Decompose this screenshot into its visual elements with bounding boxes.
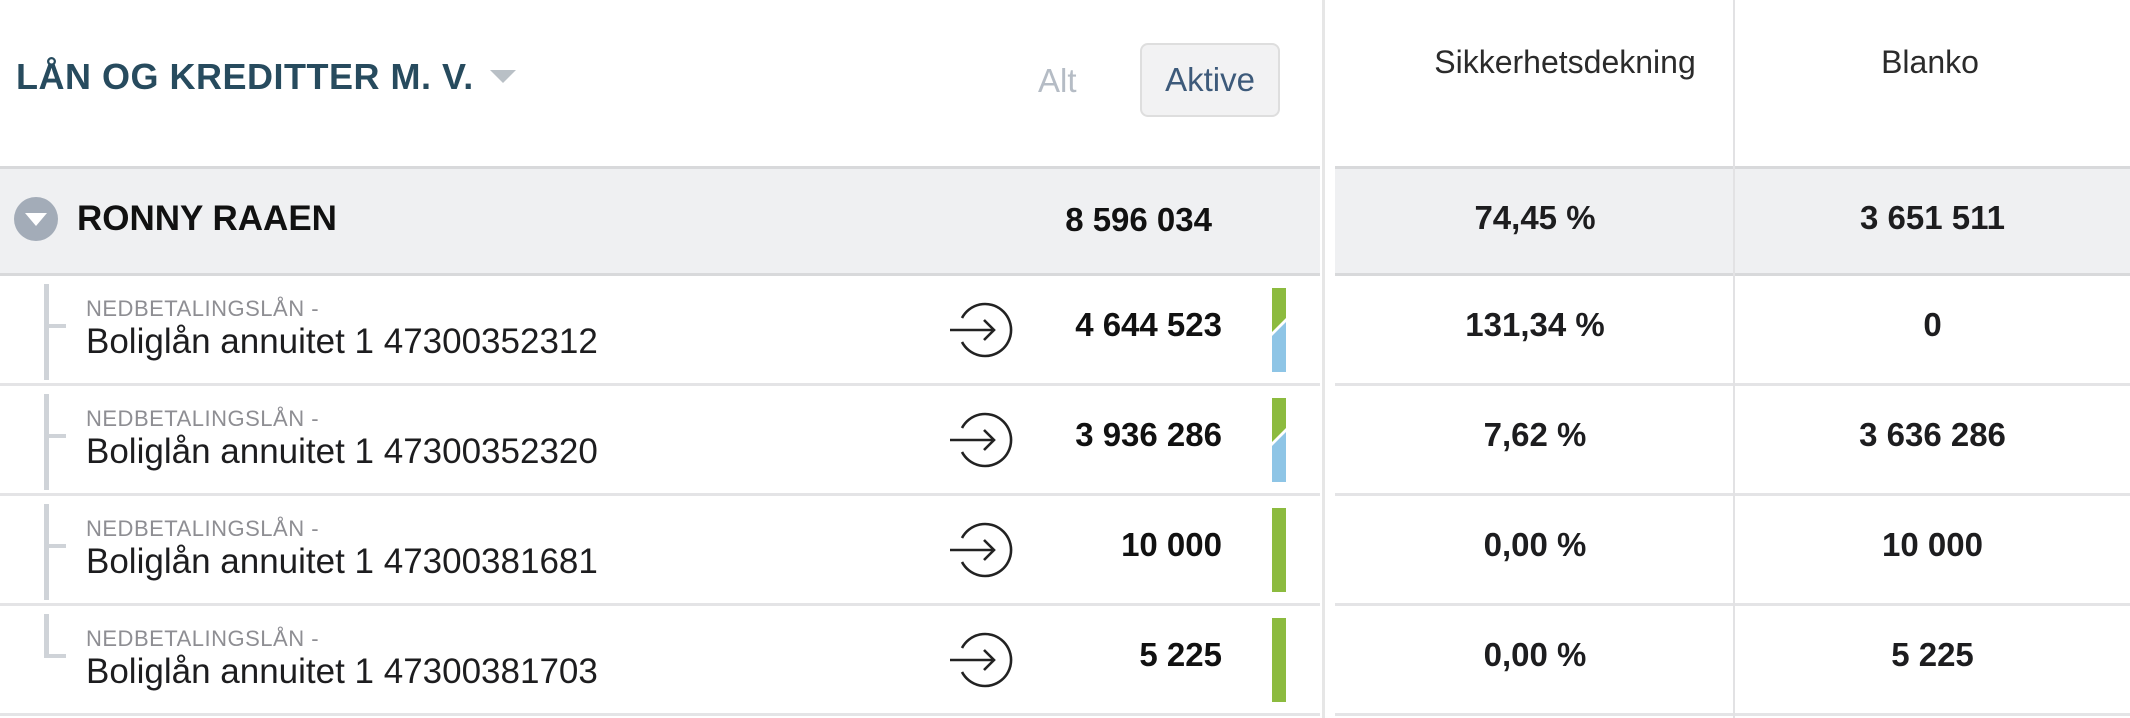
column-divider [1733,0,1735,718]
loan-name: Boliglån annuitet 1 47300381681 [86,542,598,581]
coverage-indicator [1272,618,1286,702]
loan-security-value: 7,62 % [1483,416,1587,453]
caret-down-icon[interactable] [490,70,516,83]
loan-blank-value: 10 000 [1882,526,1983,563]
loan-coverage-row: 7,62 % 3 636 286 [1335,386,2130,496]
group-total-amount: 8 596 034 [1065,201,1212,238]
sign-in-arrow-icon[interactable] [950,298,1014,362]
tree-connector-tick [44,654,66,658]
sign-in-arrow-icon[interactable] [950,628,1014,692]
column-header-blank[interactable]: Blanko [1881,44,1979,80]
tree-connector [44,284,49,380]
sign-in-arrow-icon[interactable] [950,408,1014,472]
loan-amount: 10 000 [1121,526,1222,563]
loan-amount: 5 225 [1139,636,1222,673]
loan-type: NEDBETALINGSLÅN - [86,516,320,541]
loan-security-value: 0,00 % [1483,526,1587,563]
sign-in-arrow-icon[interactable] [950,518,1014,582]
loan-coverage-row: 0,00 % 5 225 [1335,606,2130,716]
group-security-value: 74,45 % [1474,199,1596,236]
coverage-indicator [1272,508,1286,592]
loan-coverage-row: 131,34 % 0 [1335,276,2130,386]
loan-type: NEDBETALINGSLÅN - [86,406,320,431]
loan-row[interactable]: NEDBETALINGSLÅN - Boliglån annuitet 1 47… [0,606,1320,716]
tree-connector-tick [44,544,66,548]
filter-all-button[interactable]: Alt [1038,62,1077,99]
customer-group-coverage-row: 74,45 % 3 651 511 [1335,166,2130,276]
loan-type: NEDBETALINGSLÅN - [86,626,320,651]
tree-connector-tick [44,324,66,328]
loan-name: Boliglån annuitet 1 47300352320 [86,432,598,471]
loan-amount: 3 936 286 [1075,416,1222,453]
chevron-down-circle-icon[interactable] [14,197,58,241]
tree-connector [44,614,49,658]
coverage-panel: Sikkerhetsdekning Blanko 74,45 % 3 651 5… [1322,0,2130,718]
loans-panel: LÅN OG KREDITTER M. V. Alt Aktive RONNY … [0,43,1320,716]
column-header-security[interactable]: Sikkerhetsdekning [1434,44,1696,80]
loan-name: Boliglån annuitet 1 47300381703 [86,652,598,691]
section-title[interactable]: LÅN OG KREDITTER M. V. [16,56,474,97]
coverage-indicator [1272,398,1286,482]
loan-row[interactable]: NEDBETALINGSLÅN - Boliglån annuitet 1 47… [0,496,1320,606]
loan-row[interactable]: NEDBETALINGSLÅN - Boliglån annuitet 1 47… [0,386,1320,496]
loan-type: NEDBETALINGSLÅN - [86,296,320,321]
filter-active-button[interactable]: Aktive [1140,43,1280,117]
loan-blank-value: 3 636 286 [1859,416,2006,453]
tree-connector [44,394,49,490]
tree-connector [44,504,49,600]
coverage-indicator [1272,288,1286,372]
loan-row[interactable]: NEDBETALINGSLÅN - Boliglån annuitet 1 47… [0,276,1320,386]
loan-blank-value: 5 225 [1891,636,1974,673]
loan-coverage-row: 0,00 % 10 000 [1335,496,2130,606]
loan-blank-value: 0 [1923,306,1942,343]
loan-amount: 4 644 523 [1075,306,1222,343]
customer-group-row[interactable]: RONNY RAAEN 8 596 034 [0,166,1320,276]
group-blank-value: 3 651 511 [1860,199,2005,236]
loan-security-value: 131,34 % [1465,306,1605,343]
loan-name: Boliglån annuitet 1 47300352312 [86,322,598,361]
loan-security-value: 0,00 % [1483,636,1587,673]
tree-connector-tick [44,434,66,438]
customer-name: RONNY RAAEN [77,199,337,238]
